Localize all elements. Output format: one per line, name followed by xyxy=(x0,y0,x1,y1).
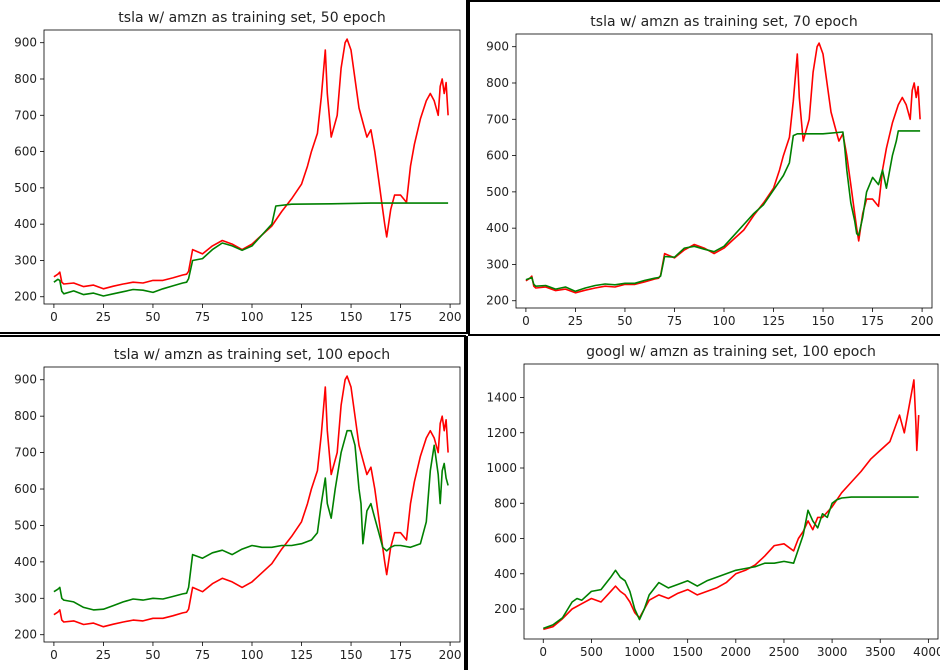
x-tick-label: 4000 xyxy=(913,645,940,659)
chart-title: tsla w/ amzn as training set, 70 epoch xyxy=(590,14,857,30)
y-tick-label: 400 xyxy=(494,567,517,581)
y-tick-label: 1000 xyxy=(486,461,517,475)
x-tick-label: 175 xyxy=(389,648,412,662)
x-tick-label: 125 xyxy=(290,310,313,324)
x-tick-label: 2500 xyxy=(769,645,800,659)
y-tick-label: 600 xyxy=(14,482,37,496)
x-tick-label: 150 xyxy=(812,314,835,328)
y-tick-label: 500 xyxy=(486,185,509,199)
x-tick-label: 75 xyxy=(667,314,682,328)
x-tick-label: 0 xyxy=(522,314,530,328)
x-tick-label: 25 xyxy=(96,648,111,662)
y-tick-label: 200 xyxy=(14,628,37,642)
y-tick-label: 700 xyxy=(486,112,509,126)
x-tick-label: 50 xyxy=(145,310,160,324)
x-tick-label: 125 xyxy=(290,648,313,662)
chart-panel-4: googl w/ amzn as training set, 100 epoch… xyxy=(466,336,940,670)
y-tick-label: 400 xyxy=(486,221,509,235)
y-tick-label: 200 xyxy=(14,290,37,304)
x-tick-label: 100 xyxy=(241,310,264,324)
y-tick-label: 1400 xyxy=(486,390,517,404)
x-tick-label: 0 xyxy=(50,648,58,662)
y-tick-label: 1200 xyxy=(486,426,517,440)
chart-panel-1: tsla w/ amzn as training set, 50 epoch 0 2… xyxy=(0,0,468,334)
x-tick-label: 50 xyxy=(617,314,632,328)
plot-frame xyxy=(523,363,939,640)
y-tick-label: 300 xyxy=(486,257,509,271)
x-tick-label: 0 xyxy=(539,645,547,659)
y-tick-label: 600 xyxy=(14,145,37,159)
x-tick-label: 200 xyxy=(439,310,462,324)
y-tick-label: 300 xyxy=(14,253,37,267)
chart-svg: googl w/ amzn as training set, 100 epoch… xyxy=(486,344,940,659)
x-tick-label: 200 xyxy=(911,314,934,328)
chart-panel-2: tsla w/ amzn as training set, 70 epoch 0 2… xyxy=(468,0,940,336)
y-tick-label: 400 xyxy=(14,217,37,231)
series-line-2 xyxy=(53,429,449,611)
chart-title: tsla w/ amzn as training set, 100 epoch xyxy=(114,347,390,363)
y-tick-label: 800 xyxy=(486,76,509,90)
y-tick-label: 200 xyxy=(486,294,509,308)
y-tick-label: 900 xyxy=(486,40,509,54)
x-tick-label: 150 xyxy=(340,648,363,662)
series-line-2 xyxy=(543,496,919,630)
x-tick-label: 75 xyxy=(195,648,210,662)
chart-title: googl w/ amzn as training set, 100 epoch xyxy=(586,344,876,360)
x-tick-label: 25 xyxy=(96,310,111,324)
y-tick-label: 700 xyxy=(14,108,37,122)
x-tick-label: 125 xyxy=(762,314,785,328)
y-tick-label: 300 xyxy=(14,591,37,605)
x-tick-label: 25 xyxy=(568,314,583,328)
y-tick-label: 700 xyxy=(14,446,37,460)
x-tick-label: 2000 xyxy=(721,645,752,659)
x-tick-label: 50 xyxy=(145,648,160,662)
x-tick-label: 3000 xyxy=(817,645,848,659)
series-line-1 xyxy=(543,379,920,631)
y-tick-label: 800 xyxy=(14,72,37,86)
x-tick-label: 100 xyxy=(241,648,264,662)
x-tick-label: 1000 xyxy=(624,645,655,659)
x-tick-label: 175 xyxy=(861,314,884,328)
series-line-2 xyxy=(525,130,921,293)
series-line-1 xyxy=(525,42,921,294)
x-tick-label: 1500 xyxy=(672,645,703,659)
y-tick-label: 900 xyxy=(14,373,37,387)
plot-frame xyxy=(515,33,933,309)
series-line-1 xyxy=(53,38,449,290)
y-tick-label: 500 xyxy=(14,518,37,532)
chart-title: tsla w/ amzn as training set, 50 epoch xyxy=(118,10,385,26)
x-tick-label: 500 xyxy=(580,645,603,659)
x-tick-label: 75 xyxy=(195,310,210,324)
y-tick-label: 200 xyxy=(494,602,517,616)
series-line-1 xyxy=(53,375,449,628)
chart-panel-3: tsla w/ amzn as training set, 100 epoch 0… xyxy=(0,335,466,670)
x-tick-label: 0 xyxy=(50,310,58,324)
x-tick-label: 175 xyxy=(389,310,412,324)
x-tick-label: 200 xyxy=(439,648,462,662)
x-tick-label: 3500 xyxy=(865,645,896,659)
y-tick-label: 900 xyxy=(14,36,37,50)
y-tick-label: 600 xyxy=(494,532,517,546)
plot-frame xyxy=(43,366,461,643)
series-line-2 xyxy=(53,202,449,297)
y-tick-label: 800 xyxy=(14,409,37,423)
chart-svg: tsla w/ amzn as training set, 100 epoch 0… xyxy=(14,347,462,662)
y-tick-label: 800 xyxy=(494,496,517,510)
y-tick-label: 400 xyxy=(14,555,37,569)
y-tick-label: 500 xyxy=(14,181,37,195)
y-tick-label: 600 xyxy=(486,149,509,163)
plot-frame xyxy=(43,29,461,305)
x-tick-label: 150 xyxy=(340,310,363,324)
x-tick-label: 100 xyxy=(713,314,736,328)
